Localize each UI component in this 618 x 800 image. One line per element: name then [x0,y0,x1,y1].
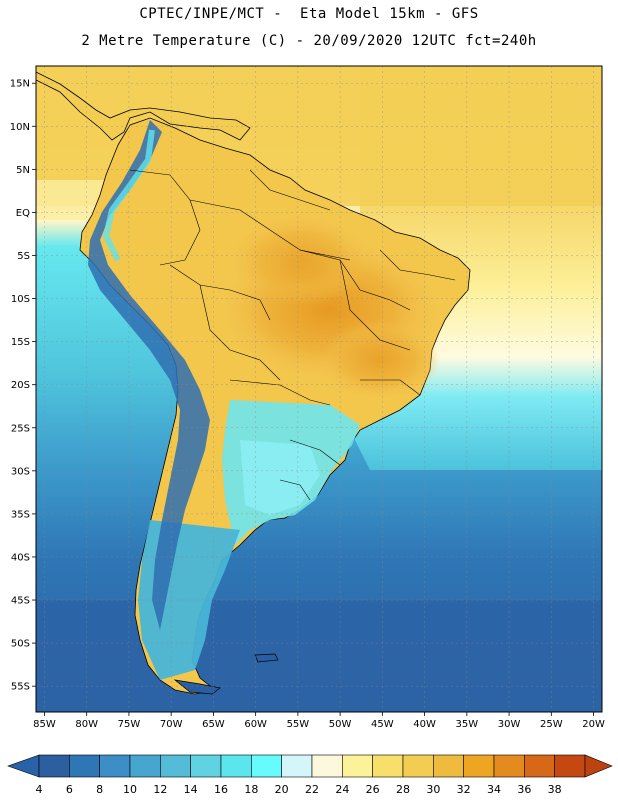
latitude-labels: 15N 10N 5N EQ 5S 10S 15S 20S 25S 30S 35S 40S 45S 50S 5… [10,79,36,693]
colorbar-swatch [433,754,464,778]
lat-tick-label: 15N [10,79,30,90]
lon-tick-label: 75W [118,719,141,730]
map-title-variable: 2 Metre Temperature (C) - 20/09/2020 12U… [81,33,537,49]
lon-tick-label: 85W [33,719,56,730]
colorbar-swatch [251,754,282,778]
lon-tick-label: 40W [413,719,436,730]
colorbar-label: 10 [123,783,137,796]
lat-tick-label: 35S [11,509,30,520]
colorbar-swatch [69,754,100,778]
colorbar-label: 34 [487,783,501,796]
country-borders [129,169,456,501]
lat-tick-label: 45S [11,596,30,607]
colorbar-label: 6 [66,783,73,796]
colorbar-swatch [342,754,373,778]
lat-tick-label: 10S [11,294,30,305]
colorbar-swatch [554,754,586,778]
colorbar-label: 16 [214,783,228,796]
lat-tick-label: 55S [11,682,30,693]
lat-tick-label: 20S [11,380,30,391]
lon-tick-label: 55W [287,719,310,730]
colorbar-label: 36 [517,783,531,796]
colorbar-label: 12 [153,783,167,796]
lon-tick-label: 60W [244,719,267,730]
colorbar-label: 22 [305,783,319,796]
lon-tick-label: 70W [160,719,183,730]
map-gridlines [36,66,602,712]
lat-tick-label: 40S [11,552,30,563]
colorbar-label: 24 [335,783,349,796]
longitude-labels: 85W 80W 75W 70W 65W 60W 55W 50W 45W 40W 35W 30W 25W 2… [33,712,605,730]
colorbar-swatch [220,754,252,778]
lon-tick-label: 65W [202,719,225,730]
colorbar-swatch [463,754,495,778]
temperature-colorbar: 4 6 8 10 12 14 16 18 20 22 24 26 28 30 32 34 36 38 [7,754,613,796]
andes-cold-band [88,120,210,630]
colorbar-label: 4 [36,783,43,796]
colorbar-label: 20 [275,783,289,796]
colorbar-swatch [493,754,525,778]
colorbar-swatch [524,754,555,778]
lat-tick-label: 5S [17,251,30,262]
colorbar-label: 30 [426,783,440,796]
colorbar-max-arrow [584,754,613,778]
lon-tick-label: 50W [329,719,352,730]
colorbar-label: 38 [548,783,562,796]
colorbar-min-arrow [7,754,40,778]
lon-tick-label: 30W [498,719,521,730]
map-title-source: CPTEC/INPE/MCT - Eta Model 15km - GFS [139,6,479,22]
colorbar-swatch [38,754,70,778]
colorbar-swatch [372,754,404,778]
lon-tick-label: 45W [371,719,394,730]
lat-tick-label: 10N [10,122,30,133]
map-frame [35,65,603,713]
lat-tick-label: 50S [11,639,30,650]
colorbar-label: 14 [184,783,198,796]
colorbar-swatch [311,754,343,778]
colorbar-swatch [129,754,161,778]
colorbar-swatch [402,754,434,778]
colorbar-swatch [281,754,313,778]
colorbar-label: 8 [96,783,103,796]
lat-tick-label: 25S [11,423,30,434]
lon-tick-label: 35W [456,719,479,730]
colorbar-label: 26 [366,783,380,796]
colorbar-label: 28 [396,783,410,796]
lon-tick-label: 25W [540,719,563,730]
lat-tick-label: 15S [11,337,30,348]
lat-tick-label: EQ [16,208,30,219]
colorbar-label: 18 [244,783,258,796]
colorbar-swatch [99,754,131,778]
colorbar-label: 32 [457,783,471,796]
lon-tick-label: 80W [75,719,98,730]
colorbar-swatch [160,754,191,778]
lat-tick-label: 5N [16,165,30,176]
lon-tick-label: 20W [582,719,605,730]
lat-tick-label: 30S [11,466,30,477]
colorbar-swatch [190,754,222,778]
